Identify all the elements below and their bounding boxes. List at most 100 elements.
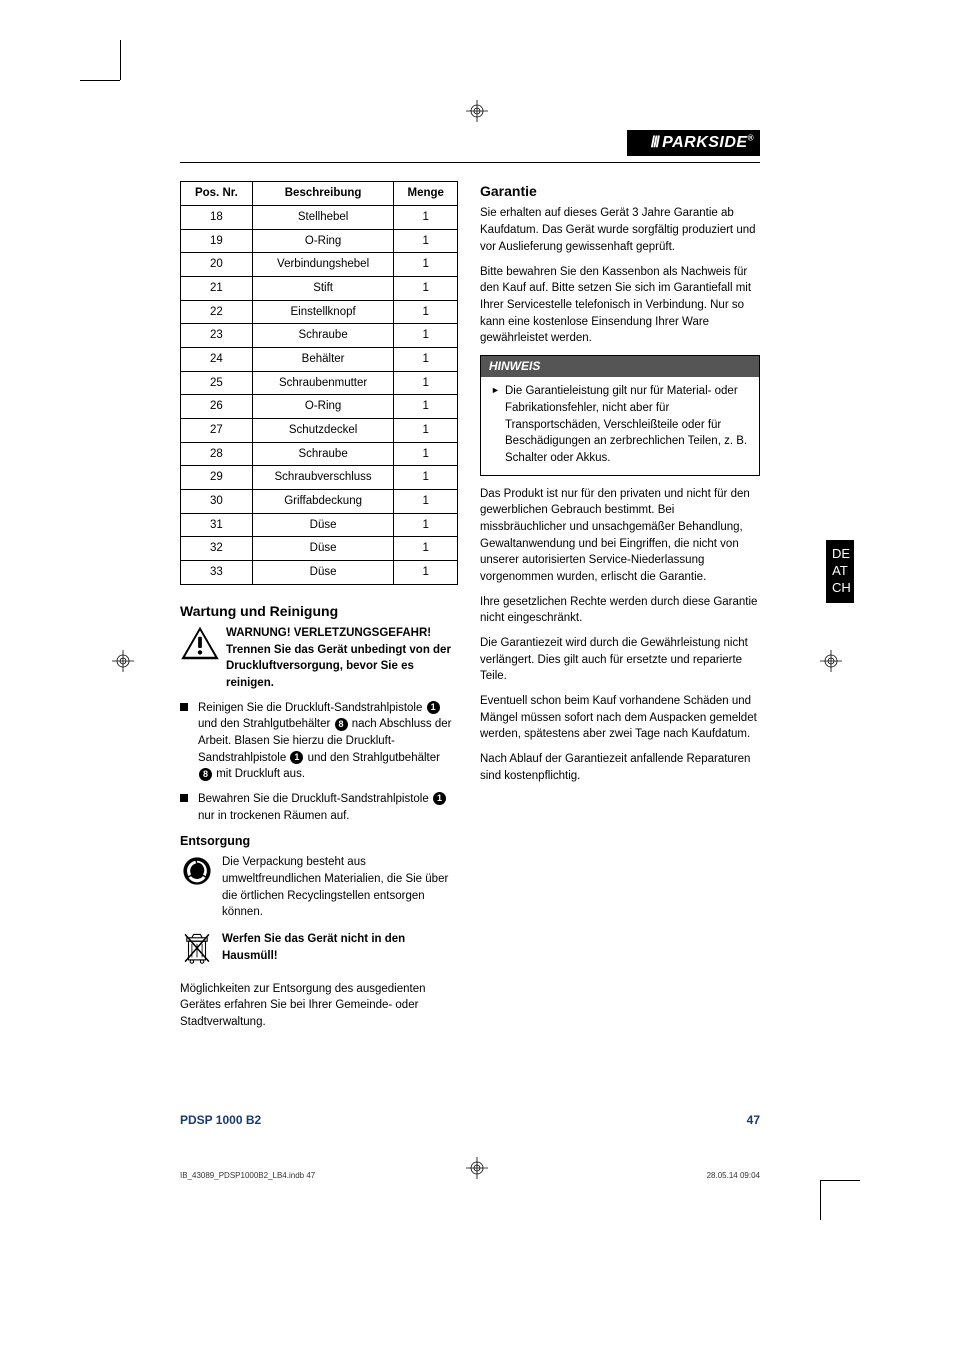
footer-page: 47 [747,1112,760,1129]
registration-mark-top [466,100,488,122]
table-cell: Schutzdeckel [252,418,394,442]
warranty-p1: Sie erhalten auf dieses Gerät 3 Jahre Ga… [480,205,760,255]
print-file: IB_43089_PDSP1000B2_LB4.indb 47 [180,1170,315,1182]
table-cell: 21 [181,276,253,300]
table-cell: 1 [394,253,458,277]
no-bin-icon [180,931,214,971]
table-row: 19O-Ring1 [181,229,458,253]
note-box: HINWEIS Die Garantieleistung gilt nur fü… [480,355,760,476]
table-row: Pos. Nr. Beschreibung Menge [181,182,458,206]
page-content: ///PARKSIDE® Pos. Nr. Beschreibung Menge… [180,130,760,1039]
table-cell: 30 [181,489,253,513]
right-column: Garantie Sie erhalten auf dieses Gerät 3… [480,181,760,1039]
table-cell: 1 [394,537,458,561]
table-cell: Düse [252,537,394,561]
table-cell: Schraube [252,442,394,466]
table-cell: 1 [394,300,458,324]
table-cell: O-Ring [252,395,394,419]
ref-icon-1: 1 [427,701,440,714]
warning-text: WARNUNG! VERLETZUNGSGEFAHR! Trennen Sie … [226,625,458,692]
note-body: Die Garantieleistung gilt nur für Materi… [481,377,759,474]
warranty-p4: Ihre gesetzlichen Rechte werden durch di… [480,594,760,627]
table-cell: 32 [181,537,253,561]
table-cell: 1 [394,205,458,229]
table-row: 33Düse1 [181,560,458,584]
table-cell: Düse [252,513,394,537]
table-cell: 20 [181,253,253,277]
warranty-p6: Eventuell schon beim Kauf vorhandene Sch… [480,693,760,743]
table-cell: 1 [394,513,458,537]
table-cell: 26 [181,395,253,419]
note-heading: HINWEIS [481,356,759,377]
lang-ch: CH [832,580,848,597]
col-header-qty: Menge [394,182,458,206]
table-cell: 1 [394,324,458,348]
table-row: 21Stift1 [181,276,458,300]
table-row: 29Schraubverschluss1 [181,466,458,490]
table-cell: 1 [394,371,458,395]
warranty-p7: Nach Ablauf der Garantiezeit anfallende … [480,751,760,784]
table-cell: 33 [181,560,253,584]
disposal-heading: Entsorgung [180,832,458,850]
table-cell: 23 [181,324,253,348]
table-cell: 1 [394,442,458,466]
warning-icon [180,625,220,692]
table-cell: 24 [181,347,253,371]
table-cell: Schraubenmutter [252,371,394,395]
col-header-desc: Beschreibung [252,182,394,206]
table-cell: Griffabdeckung [252,489,394,513]
lang-at: AT [832,563,848,580]
table-cell: 1 [394,466,458,490]
ref-icon-8: 8 [199,768,212,781]
table-row: 23Schraube1 [181,324,458,348]
warranty-p2: Bitte bewahren Sie den Kassenbon als Nac… [480,264,760,347]
table-cell: Stift [252,276,394,300]
lang-de: DE [832,546,848,563]
table-cell: Stellhebel [252,205,394,229]
list-item: Reinigen Sie die Druckluft-Sandstrahlpis… [180,700,458,783]
recycle-text: Die Verpackung besteht aus umweltfreundl… [222,854,458,921]
nobin-text: Werfen Sie das Gerät nicht in den Hausmü… [222,931,458,971]
table-row: 20Verbindungshebel1 [181,253,458,277]
registration-mark-left [112,650,134,672]
header-rule [180,162,760,163]
table-row: 27Schutzdeckel1 [181,418,458,442]
table-cell: 22 [181,300,253,324]
table-row: 26O-Ring1 [181,395,458,419]
table-row: 22Einstellknopf1 [181,300,458,324]
page-footer: PDSP 1000 B2 47 [180,1112,760,1129]
table-row: 31Düse1 [181,513,458,537]
table-cell: 19 [181,229,253,253]
brand-bar: ///PARKSIDE® [180,130,760,156]
table-row: 32Düse1 [181,537,458,561]
disposal-text: Möglichkeiten zur Entsorgung des ausgedi… [180,981,458,1031]
table-cell: 31 [181,513,253,537]
table-cell: Behälter [252,347,394,371]
nobin-row: Werfen Sie das Gerät nicht in den Hausmü… [180,931,458,971]
maintenance-heading: Wartung und Reinigung [180,601,458,621]
note-text: Die Garantieleistung gilt nur für Materi… [491,383,749,466]
language-tab: DE AT CH [826,540,854,603]
table-cell: O-Ring [252,229,394,253]
col-header-pos: Pos. Nr. [181,182,253,206]
crop-mark-tl [100,60,140,100]
table-cell: 1 [394,560,458,584]
table-row: 28Schraube1 [181,442,458,466]
brand-logo: ///PARKSIDE® [627,130,760,156]
table-cell: 28 [181,442,253,466]
table-row: 18Stellhebel1 [181,205,458,229]
footer-model: PDSP 1000 B2 [180,1112,261,1129]
table-cell: 1 [394,229,458,253]
table-row: 25Schraubenmutter1 [181,371,458,395]
crop-mark-br [800,1160,840,1200]
recycle-icon [180,854,214,921]
print-date: 28.05.14 09:04 [707,1170,760,1182]
warranty-p5: Die Garantiezeit wird durch die Gewährle… [480,635,760,685]
table-cell: Verbindungshebel [252,253,394,277]
table-cell: Einstellknopf [252,300,394,324]
warranty-heading: Garantie [480,181,760,201]
table-cell: 25 [181,371,253,395]
ref-icon-1: 1 [433,792,446,805]
table-cell: 1 [394,395,458,419]
parts-table: Pos. Nr. Beschreibung Menge 18Stellhebel… [180,181,458,584]
